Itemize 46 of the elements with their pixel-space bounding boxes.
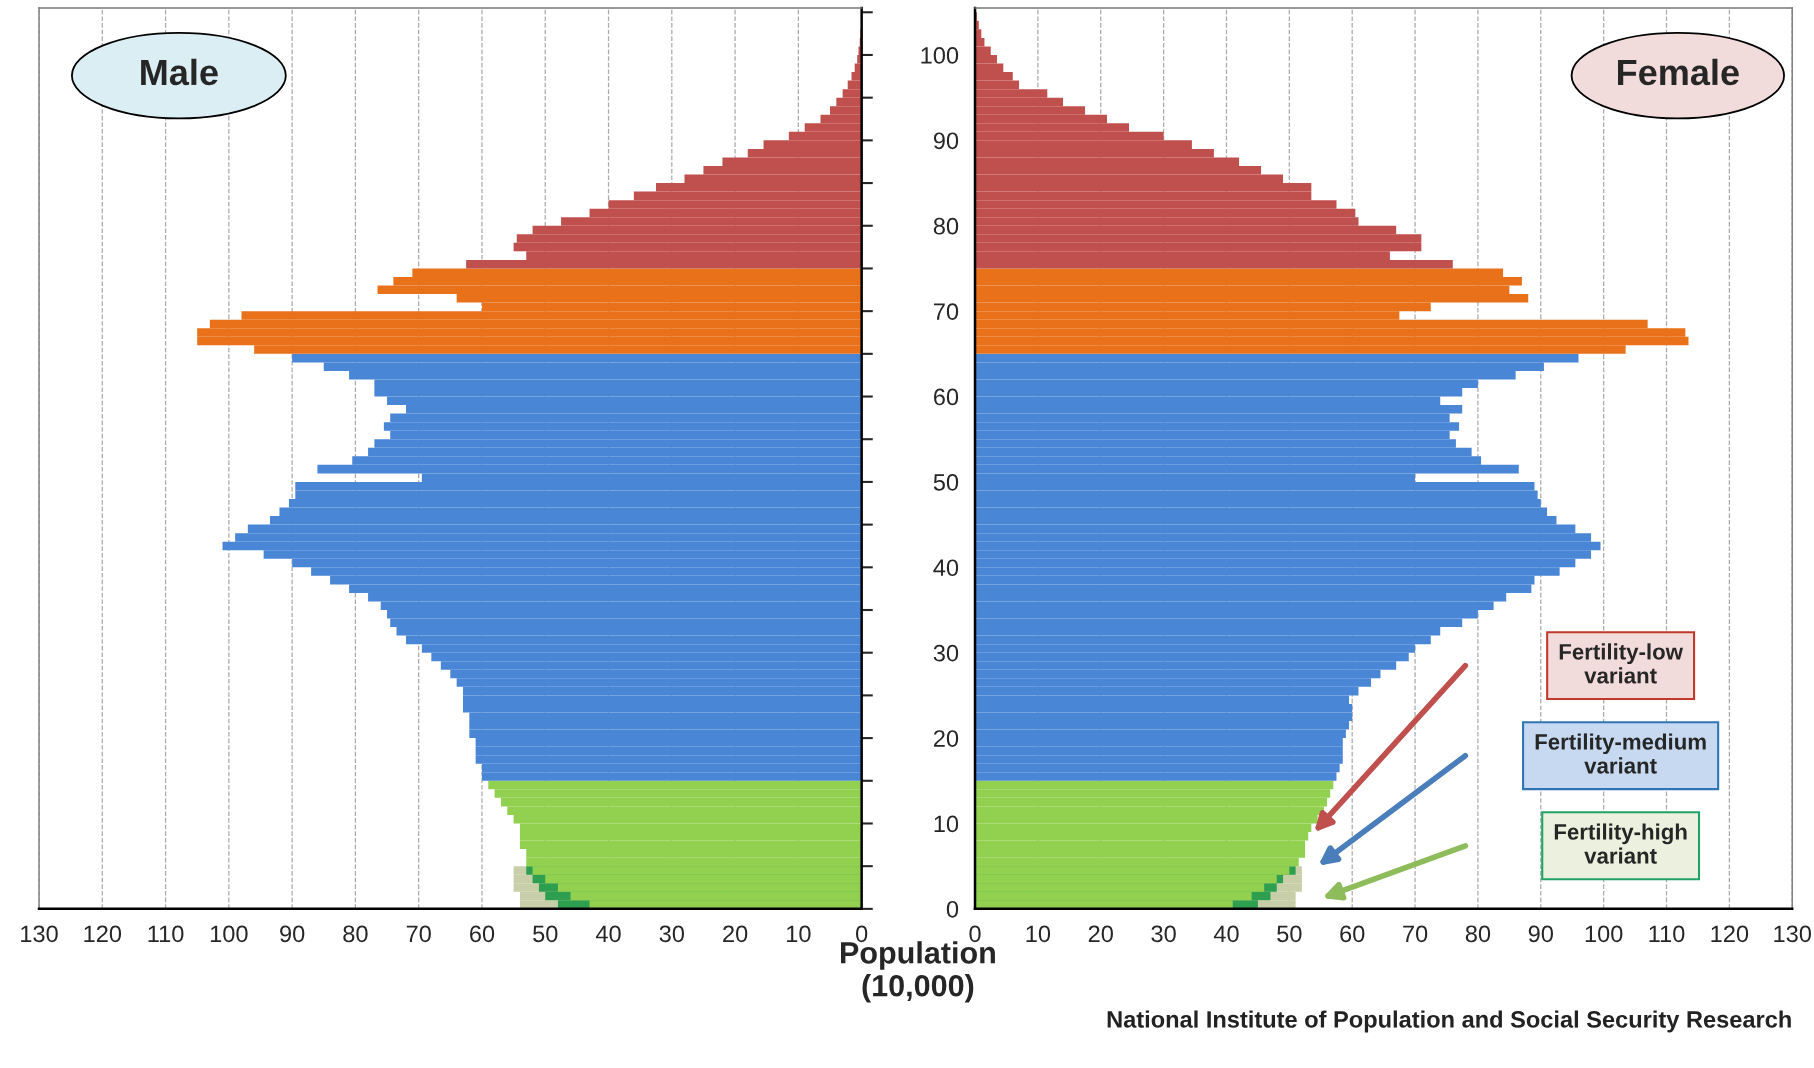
y-tick-label: 100 [921,47,959,64]
x-tick-label: 50 [533,925,558,943]
x-tick-label: 0 [969,925,981,943]
x-tick-label: 120 [84,925,122,943]
text: Male [141,58,218,86]
y-tick-label: 70 [934,303,959,320]
x-axis-title: Population (10,000) [841,941,995,1003]
x-tick-label: 80 [1465,925,1491,943]
x-tick-label: 100 [1585,925,1623,943]
x-tick-label: 60 [470,925,495,943]
y-tick-label: 50 [933,473,959,491]
x-tick-label: 30 [1151,925,1176,943]
x-tick-label: 110 [1649,925,1685,943]
y-tick-label: 20 [933,730,959,747]
annotation: Fertility-low variant [1559,643,1684,684]
x-tick-label: 50 [1277,925,1302,943]
x-tick-label: 80 [343,925,368,943]
x-tick-label: 90 [280,925,305,943]
y-tick-label: 10 [934,815,959,833]
x-tick-label: 10 [1026,925,1051,943]
x-tick-label: 130 [21,925,58,943]
x-tick-label: 90 [1528,925,1553,943]
x-tick-label: 60 [1340,925,1365,943]
x-tick-label: 10 [787,925,811,943]
x-tick-label: 120 [1711,925,1749,943]
y-tick-label: 90 [933,132,959,150]
y-tick-label: 60 [933,388,959,406]
x-tick-label: 40 [595,925,621,943]
annotation: Fertility-high variant [1554,823,1687,864]
text: National Institute of Population and Social Security Research [1107,1010,1791,1033]
x-tick-label: 70 [406,925,431,943]
x-tick-label: 0 [856,925,868,943]
y-tick-label: 40 [933,559,959,577]
x-tick-label: 20 [1088,925,1113,943]
y-tick-label: 80 [933,217,959,235]
x-tick-label: 20 [723,925,748,943]
x-tick-label: 100 [210,925,248,943]
text: Female [1618,58,1739,86]
x-tick-label: 110 [148,925,184,943]
x-tick-label: 30 [659,925,685,943]
x-tick-label: 70 [1403,925,1428,943]
x-tick-label: 40 [1213,925,1239,943]
y-tick-label: 30 [933,644,959,662]
x-tick-label: 130 [1774,925,1812,943]
annotation: Fertility-medium variant [1535,733,1706,774]
y-tick-label: 0 [946,900,959,918]
